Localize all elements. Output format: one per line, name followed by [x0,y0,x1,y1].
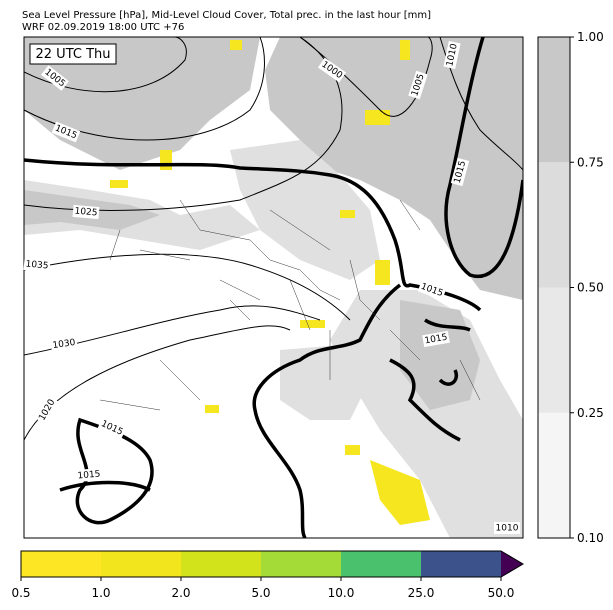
contour-label: 1035 [25,260,49,272]
g: 1005101510251035103010201015101510001005… [23,41,520,534]
thin [24,37,187,93]
colorbar-tick-label: 50.0 [488,586,515,600]
rect [365,110,390,125]
thick [24,158,482,312]
thin [24,37,265,141]
cloud2 [430,440,523,520]
rect [29,43,117,65]
rect [400,40,410,60]
contour-label-bg [417,279,447,301]
colorbar-tick-label: 0.50 [577,281,604,295]
colorbar-segment [261,551,341,577]
rect [340,210,355,218]
cloud2 [230,140,380,280]
rect [23,36,524,539]
time-label: 22 UTC Thu [36,47,111,62]
cloud [265,37,523,300]
colorbar-tick-label: 25.0 [408,586,435,600]
contour-label-bg [443,41,461,69]
thick [424,318,471,386]
contour-label-bg [75,467,103,483]
rect [160,150,172,170]
rect [110,180,128,188]
colorbar-segment [181,551,261,577]
colorbar-segment [538,37,570,163]
map: 22 UTC Thu 10051015102510351030102010151… [23,36,524,539]
thick [59,480,151,492]
thick [252,283,402,538]
colorbar-tick-label: 0.5 [11,586,30,600]
rect [230,40,242,50]
rect [345,445,360,455]
title: Sea Level Pressure [hPa], Mid-Level Clou… [22,10,431,21]
g: 0.5 1.0 2.0 5.0 10.0 25.0 50.0 [11,550,524,600]
contour-label-bg [41,65,69,91]
contour-label-bg [97,417,127,439]
border [99,199,481,411]
contour-label: 1015 [424,333,448,347]
contour-label-bg [494,522,520,534]
contour-label-bg [23,257,51,273]
contour-label-bg [422,330,450,348]
contour-label-bg [51,121,81,143]
thin [24,305,321,356]
colorbar-tick-label: 0.25 [577,406,604,420]
colorbar-frame [20,550,524,578]
contour-label-bg [450,157,470,187]
colorbar-tick-label: 1.00 [577,30,604,44]
contour-label: 1010 [445,43,460,68]
contour-label-bg [317,57,347,83]
contour-label-bg [50,336,78,352]
contour-label-bg [408,70,428,100]
path [370,460,430,525]
contour-label: 1025 [74,207,98,219]
colorbar-tick-label: 0.10 [577,531,604,545]
thin [24,253,351,321]
colorbar-segment [538,412,570,538]
colorbar-tick-label: 0.75 [577,155,604,169]
colorbar-segment [538,162,570,288]
rect [375,260,390,285]
g: 0.10 0.25 0.50 0.75 1.00 [537,30,604,545]
rect [300,320,325,328]
contour-label: 1010 [496,524,519,534]
colorbar-segment [21,551,101,577]
colorbar-tick-label: 1.0 [91,586,110,600]
contour-label-bg [35,395,59,425]
rect [205,405,219,413]
colorbar-segment [101,551,181,577]
colorbar-segment [538,287,570,413]
thick [389,358,461,442]
colorbar-segment [341,551,421,577]
cloud [24,37,260,170]
contour-label: 1015 [77,470,101,482]
subtitle: WRF 02.09.2019 18:00 UTC +76 [22,22,184,33]
colorbar-tick-label: 5.0 [251,586,270,600]
colorbar-extend [501,551,523,577]
colorbar-tick-label: 2.0 [171,586,190,600]
cloud2 [280,345,370,420]
colorbar-segment [421,551,501,577]
contour-label-bg [72,204,100,220]
thick [444,37,523,279]
colorbar-tick-label: 10.0 [328,586,355,600]
contour-label: 1030 [52,338,76,351]
